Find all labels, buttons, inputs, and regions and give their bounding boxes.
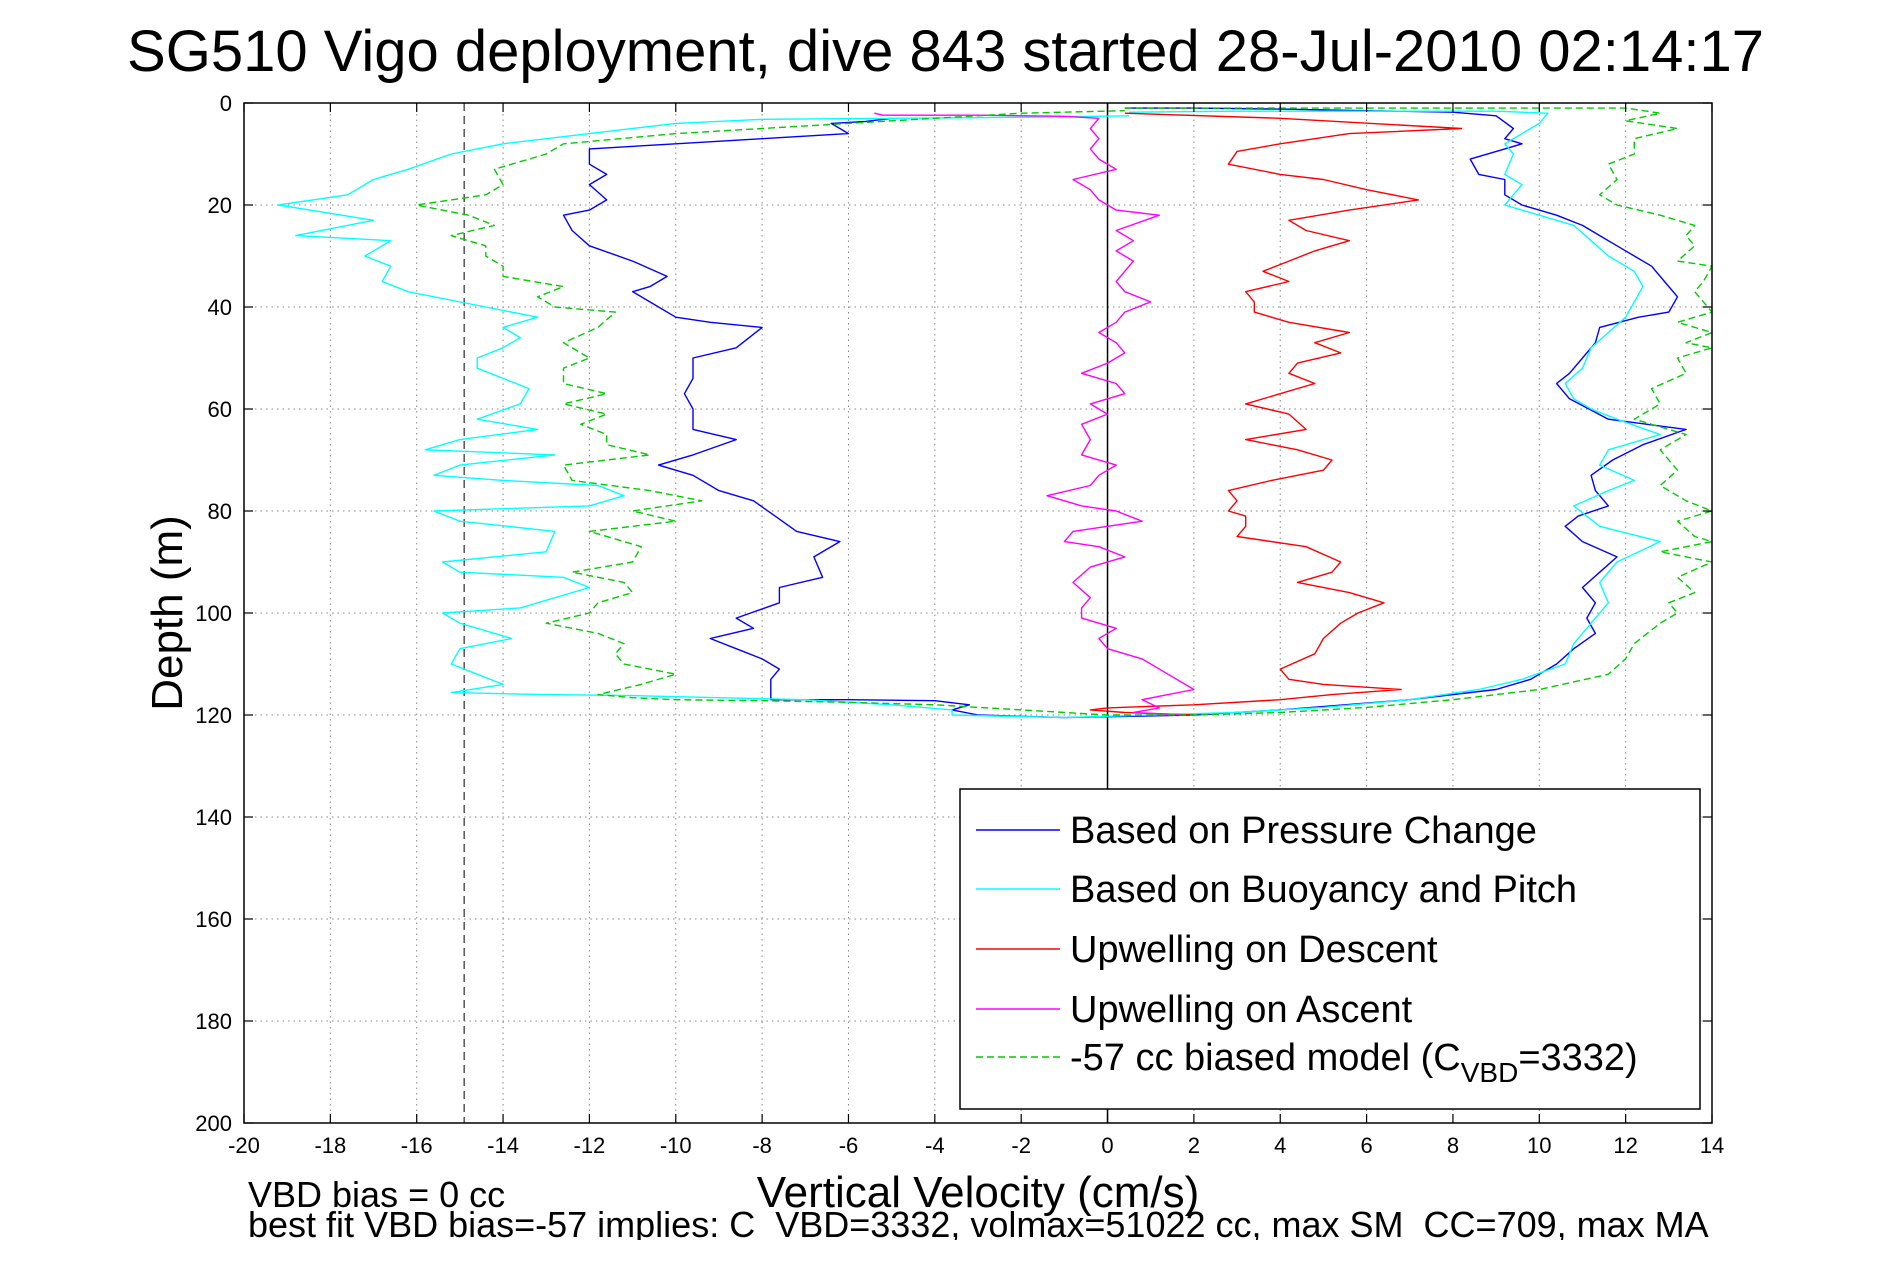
legend-label-4: Upwelling on Ascent [1070, 989, 1413, 1031]
x-tick-label: -20 [228, 1133, 260, 1158]
legend-label-2: Based on Buoyancy and Pitch [1070, 869, 1577, 911]
legend-label-5: -57 cc biased model (CVBD=3332) [1070, 1037, 1638, 1088]
legend-label-1: Based on Pressure Change [1070, 810, 1537, 852]
y-tick-label: 40 [208, 295, 232, 320]
footer-line-2: best fit VBD bias=-57 implies: C_VBD=333… [248, 1204, 1709, 1241]
y-tick-label: 0 [220, 91, 232, 116]
x-tick-label: 0 [1101, 1133, 1113, 1158]
x-tick-label: 14 [1700, 1133, 1724, 1158]
y-tick-label: 20 [208, 193, 232, 218]
y-tick-label: 200 [195, 1111, 232, 1136]
chart-title: SG510 Vigo deployment, dive 843 started … [127, 19, 1764, 84]
y-tick-label: 60 [208, 397, 232, 422]
legend-box [959, 788, 1701, 1110]
legend-label-tail: =3332) [1518, 1037, 1637, 1079]
tick-layer: -20 -18 -16 -14 -12 -10 -8 -6 -4 -2 0 2 4 6 8 10 12 14020… [195, 91, 1724, 1158]
series-line-2 [277, 110, 1661, 719]
x-tick-label: 6 [1360, 1133, 1372, 1158]
x-tick-label: -10 [660, 1133, 692, 1158]
x-tick-label: 2 [1188, 1133, 1200, 1158]
series-line-1 [562, 107, 1687, 719]
x-tick-label: -4 [925, 1133, 945, 1158]
y-tick-label: 160 [195, 907, 232, 932]
x-tick-label: 10 [1527, 1133, 1551, 1158]
series-line-5 [416, 107, 1713, 716]
y-tick-label: 80 [208, 499, 232, 524]
series-layer [277, 107, 1713, 719]
footer-notes: VBD bias = 0 cc best fit VBD bias=-57 im… [248, 1180, 1891, 1240]
legend-label-3: Upwelling on Descent [1070, 929, 1438, 971]
y-tick-label: 180 [195, 1009, 232, 1034]
legend-label-subscript: VBD [1461, 1057, 1519, 1088]
series-line-3 [1089, 112, 1463, 716]
x-tick-label: 8 [1447, 1133, 1459, 1158]
y-axis-label: Depth (m) [143, 515, 192, 711]
x-tick-label: -16 [401, 1133, 433, 1158]
legend: Based on Pressure Change Based on Buoyanc… [959, 788, 1701, 1110]
y-tick-label: 100 [195, 601, 232, 626]
x-tick-label: -2 [1011, 1133, 1031, 1158]
y-tick-label: 120 [195, 703, 232, 728]
footer-line-1: VBD bias = 0 cc [248, 1180, 506, 1215]
x-tick-label: 12 [1613, 1133, 1637, 1158]
series-line-4 [874, 112, 1195, 716]
y-tick-label: 140 [195, 805, 232, 830]
legend-label-main: -57 cc biased model (C [1070, 1037, 1461, 1079]
x-tick-label: -18 [314, 1133, 346, 1158]
x-tick-label: -8 [752, 1133, 772, 1158]
x-axis-label: Vertical Velocity (cm/s) [757, 1168, 1200, 1217]
x-tick-label: -6 [839, 1133, 859, 1158]
x-tick-label: -12 [574, 1133, 606, 1158]
x-tick-label: 4 [1274, 1133, 1286, 1158]
x-tick-label: -14 [487, 1133, 519, 1158]
